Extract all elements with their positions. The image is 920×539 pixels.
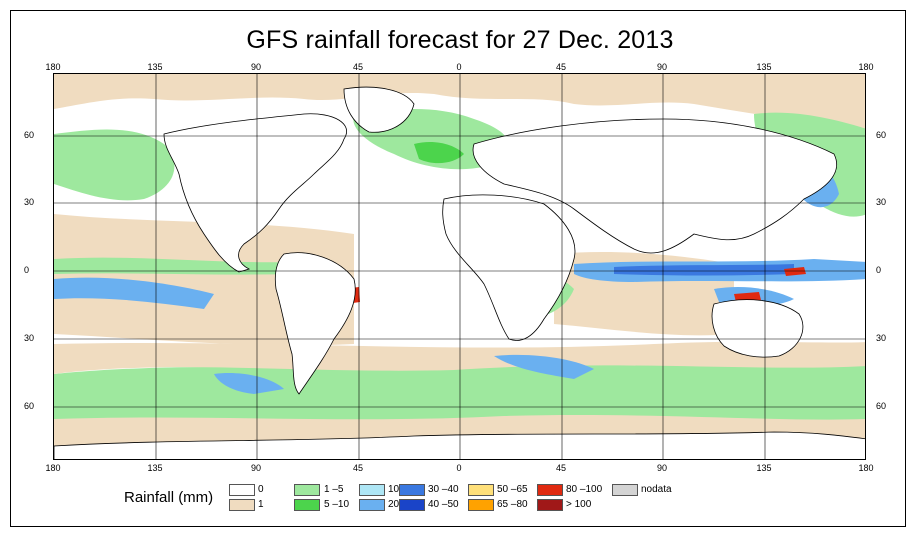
lat-tick-right-3: 30	[876, 333, 887, 343]
legend-label-8: 50 –65	[497, 484, 528, 495]
lon-tick-top-3: 45	[352, 62, 364, 72]
legend-label-6: 30 –40	[428, 484, 459, 495]
legend-label-9: 65 –80	[497, 499, 528, 510]
rainfall-map	[53, 73, 866, 460]
lat-tick-left-2: 0	[24, 265, 30, 275]
rain-area-maritime-red	[784, 267, 806, 276]
rain-area-north-pacific-green	[54, 129, 175, 201]
legend-label-12: nodata	[641, 484, 672, 495]
rainfall-map-svg	[54, 74, 865, 459]
lon-tick-bottom-6: 90	[656, 463, 668, 473]
legend-swatch-12	[612, 484, 638, 496]
legend-swatch-0	[229, 484, 255, 496]
lat-tick-left-3: 30	[24, 333, 35, 343]
legend-label-1: 1	[258, 499, 264, 510]
legend-label-10: 80 –100	[566, 484, 603, 495]
lat-tick-right-2: 0	[876, 265, 882, 275]
lon-tick-bottom-3: 45	[352, 463, 364, 473]
lon-tick-top-4: 0	[456, 62, 462, 72]
lon-tick-top-5: 45	[555, 62, 567, 72]
rain-area-southern-ocean-blue-2	[494, 354, 594, 379]
figure-frame	[10, 10, 906, 527]
rain-area-atlantic-strong	[414, 142, 464, 164]
rain-area-itcz-pacific-blue	[54, 277, 214, 309]
lon-tick-bottom-8: 180	[858, 463, 874, 473]
africa-outline	[442, 194, 576, 341]
legend-swatch-5	[359, 499, 385, 511]
continent-outlines	[54, 86, 865, 459]
lon-tick-bottom-5: 45	[555, 463, 567, 473]
legend-swatch-6	[399, 484, 425, 496]
lat-tick-left-0: 60	[24, 130, 35, 140]
greenland-outline	[343, 86, 415, 133]
legend-swatch-4	[359, 484, 385, 496]
australia-outline	[711, 299, 804, 358]
lon-tick-bottom-7: 135	[756, 463, 772, 473]
lon-tick-bottom-4: 0	[456, 463, 462, 473]
eurasia-outline	[472, 118, 837, 254]
rain-area-tropics-tan	[54, 214, 354, 346]
legend-label-7: 40 –50	[428, 499, 459, 510]
graticule	[54, 74, 865, 459]
lon-tick-top-2: 90	[250, 62, 262, 72]
lat-tick-left-4: 60	[24, 401, 35, 411]
lon-tick-bottom-2: 90	[250, 463, 262, 473]
north-america-outline	[163, 113, 347, 273]
legend-title: Rainfall (mm)	[124, 489, 214, 506]
lat-tick-right-0: 60	[876, 130, 887, 140]
lon-tick-top-0: 180	[45, 62, 61, 72]
lon-tick-bottom-1: 135	[147, 463, 163, 473]
legend-label-11: > 100	[566, 499, 592, 510]
legend-swatch-10	[537, 484, 563, 496]
legend-swatch-3	[294, 499, 320, 511]
legend-swatch-7	[399, 499, 425, 511]
lat-tick-right-4: 60	[876, 401, 887, 411]
legend-swatch-11	[537, 499, 563, 511]
rain-area-southern-ocean-blue	[214, 373, 284, 394]
legend-label-2: 1 –5	[324, 484, 344, 495]
legend-label-3: 5 –10	[324, 499, 350, 510]
lat-tick-right-1: 30	[876, 197, 887, 207]
south-america-outline	[274, 252, 356, 395]
lon-tick-top-1: 135	[147, 62, 163, 72]
map-title: GFS rainfall forecast for 27 Dec. 2013	[246, 26, 674, 54]
lon-tick-top-6: 90	[656, 62, 668, 72]
lon-tick-top-7: 135	[756, 62, 772, 72]
rain-area-itcz-indian-strong	[614, 264, 794, 276]
legend-swatch-2	[294, 484, 320, 496]
legend-swatch-9	[468, 499, 494, 511]
legend-swatch-8	[468, 484, 494, 496]
legend-label-0: 0	[258, 484, 264, 495]
lon-tick-bottom-0: 180	[45, 463, 61, 473]
lon-tick-top-8: 180	[858, 62, 874, 72]
lat-tick-left-1: 30	[24, 197, 35, 207]
legend-swatch-1	[229, 499, 255, 511]
